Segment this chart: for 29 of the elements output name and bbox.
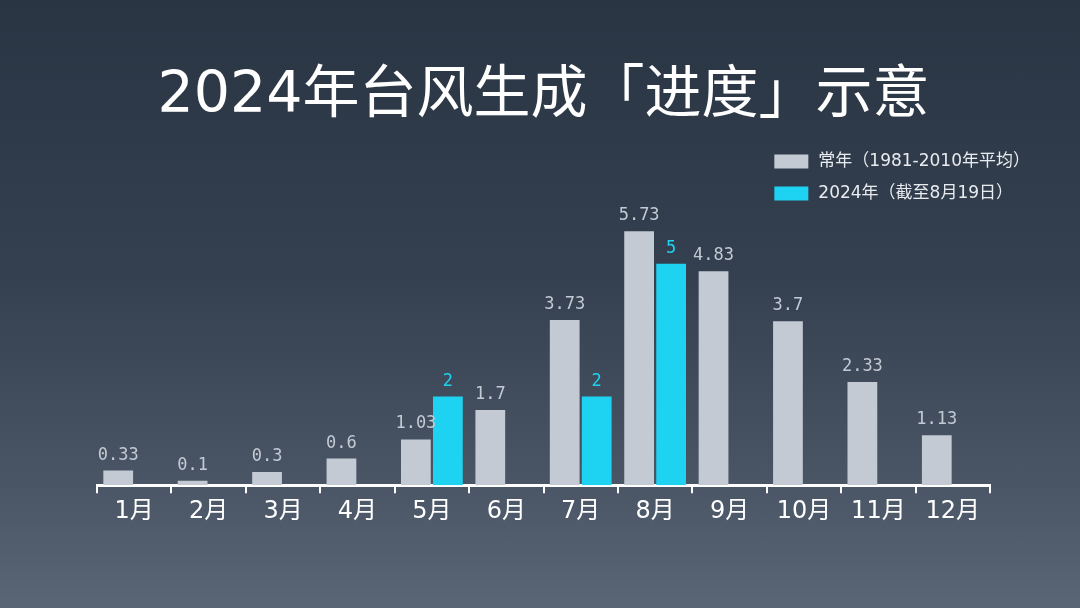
legend-label: 常年（1981-2010年平均） bbox=[818, 149, 1031, 170]
x-tick-label: 3月 bbox=[263, 495, 303, 524]
x-tick-label: 11月 bbox=[851, 495, 906, 524]
x-tick-label: 12月 bbox=[925, 495, 981, 524]
legend-label: 2024年（截至8月19日） bbox=[818, 181, 1014, 202]
data-label: 3.7 bbox=[772, 294, 804, 315]
data-label: 2.33 bbox=[841, 354, 883, 375]
data-label: 2 bbox=[591, 369, 602, 390]
data-label: 4.83 bbox=[693, 244, 735, 265]
x-tick-label: 6月 bbox=[486, 495, 526, 524]
data-label: 1.13 bbox=[916, 408, 958, 429]
x-tick-label: 10月 bbox=[776, 495, 832, 524]
x-tick-label: 8月 bbox=[635, 495, 675, 524]
data-label: 2 bbox=[442, 369, 453, 390]
data-label: 0.6 bbox=[326, 431, 357, 452]
x-tick-label: 1月 bbox=[114, 495, 154, 524]
x-tick-label: 4月 bbox=[337, 495, 378, 524]
data-label: 0.3 bbox=[251, 444, 283, 465]
x-tick-label: 9月 bbox=[709, 495, 750, 524]
data-label: 3.73 bbox=[544, 292, 586, 313]
chart-title: 2024年台风生成「进度」示意 bbox=[157, 59, 930, 126]
x-tick-label: 7月 bbox=[561, 495, 601, 524]
data-label: 5.73 bbox=[618, 204, 660, 225]
data-label: 1.7 bbox=[474, 382, 506, 403]
x-tick-label: 5月 bbox=[412, 495, 452, 524]
data-label: 0.33 bbox=[97, 443, 139, 464]
data-label: 0.1 bbox=[177, 453, 208, 474]
x-tick-label: 2月 bbox=[188, 495, 229, 524]
data-label: 5 bbox=[666, 236, 677, 257]
